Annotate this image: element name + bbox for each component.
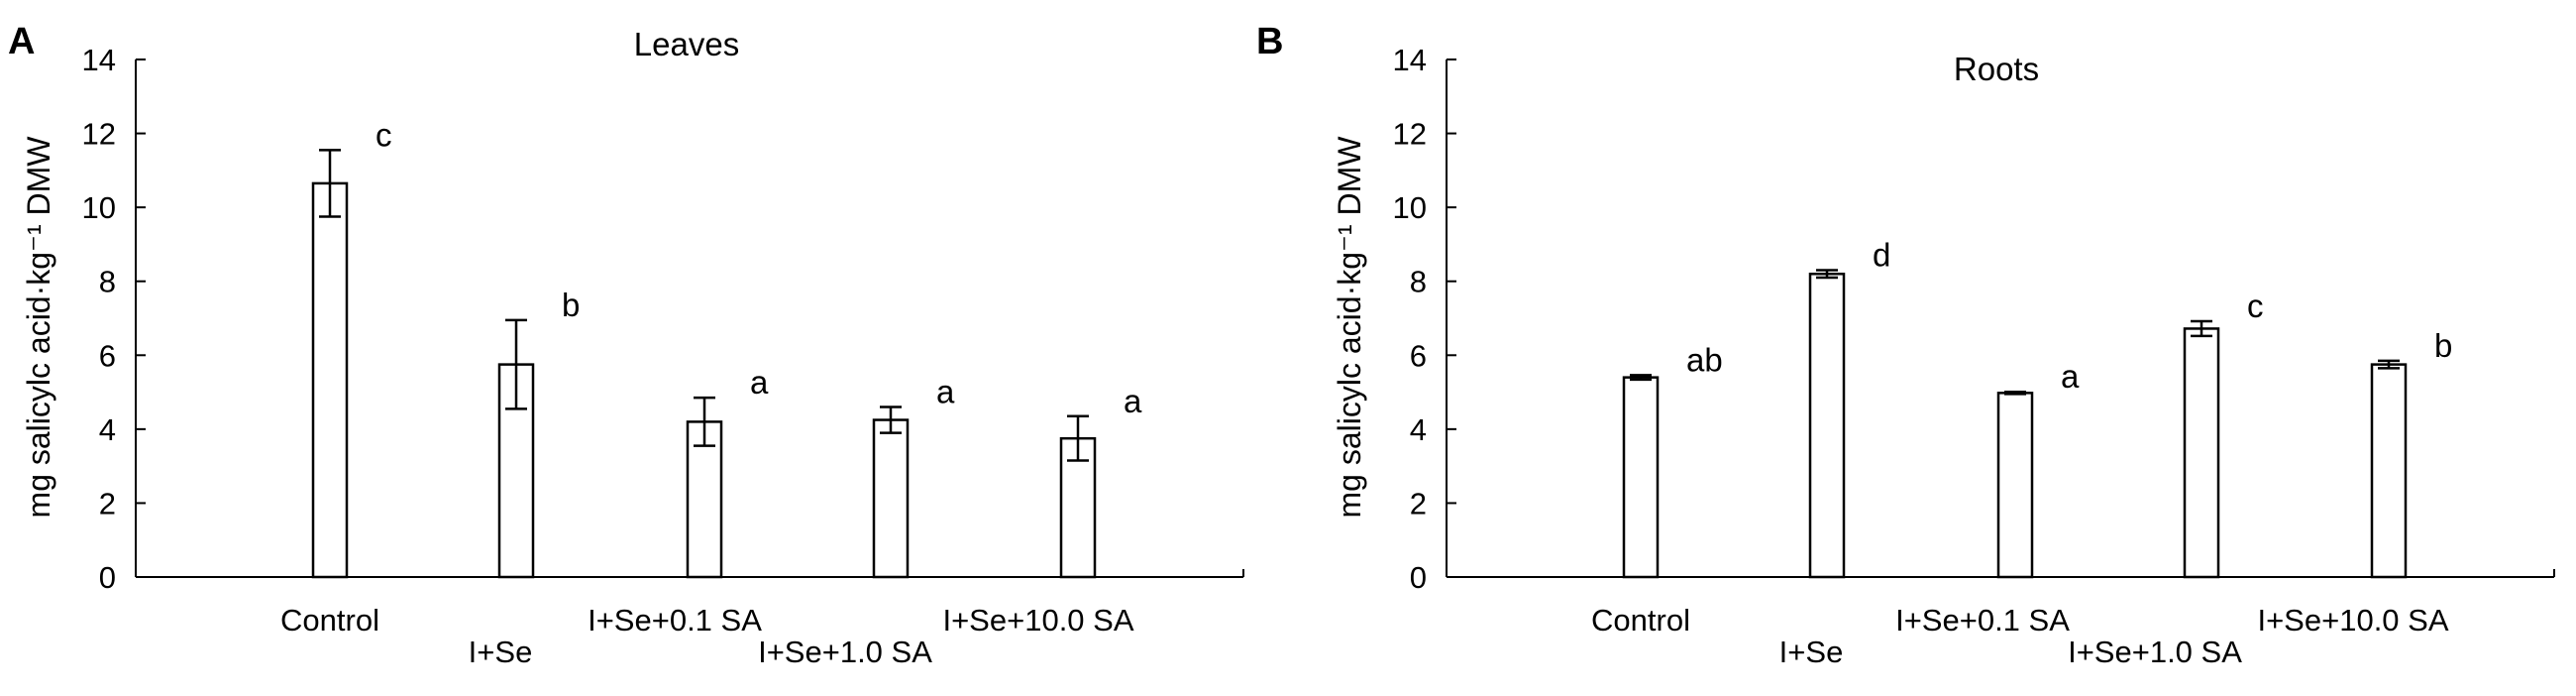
y-tick-label: 0 [99,560,116,595]
y-tick-label: 6 [1410,338,1427,373]
y-tick-label: 10 [82,190,116,225]
y-tick-label: 0 [1410,560,1427,595]
chart-title: Roots [1954,51,2039,87]
panel-letter: B [1256,21,1283,62]
bar [2183,327,2220,579]
category-label: Control [1591,603,1690,638]
bar [2370,363,2408,579]
panel-letter: A [8,21,35,62]
bar [1622,376,1660,579]
chart-panel-b: B Roots 0 2 4 6 8 10 12 14 mg salicylc acid·kg⁻¹ D… [1256,21,2555,669]
category-label: Control [280,603,379,638]
category-label: I+Se+10.0 SA [942,603,1133,638]
bar [1996,392,2034,579]
y-tick-label: 2 [1410,486,1427,521]
y-tick-label: 4 [1410,412,1427,447]
category-label: I+Se+1.0 SA [2068,635,2242,669]
y-tick-label: 6 [99,338,116,373]
y-tick-label: 14 [1393,43,1427,77]
significance-letter: a [936,373,955,409]
category-label: I+Se+0.1 SA [1895,603,2070,638]
significance-letter: d [1873,237,1890,274]
bar [1808,273,1846,579]
y-tick-label: 2 [99,486,116,521]
category-label: I+Se+1.0 SA [758,635,932,669]
y-tick-label: 4 [99,412,116,447]
category-label: I+Se [469,635,533,669]
y-axis-label: mg salicylc acid·kg⁻¹ DMW [21,136,56,519]
significance-letter: a [2061,358,2080,395]
significance-letter: b [562,287,580,323]
category-label: I+Se+10.0 SA [2257,603,2448,638]
category-label: I+Se+0.1 SA [588,603,762,638]
significance-letter: c [2247,288,2264,324]
bar [311,181,349,579]
significance-letter: c [376,116,392,153]
y-tick-label: 10 [1393,190,1427,225]
y-tick-label: 8 [99,265,116,299]
bar [497,363,535,579]
significance-letter: ab [1686,341,1723,378]
bar [872,418,910,579]
y-axis-label: mg salicylc acid·kg⁻¹ DMW [1332,136,1367,519]
y-tick-label: 12 [1393,117,1427,152]
significance-letter: b [2434,327,2452,364]
category-label: I+Se [1779,635,1844,669]
chart-panel-a: A Leaves 0 2 4 6 8 10 12 14 mg salicylc acid·kg⁻¹ … [8,21,1244,669]
y-tick-label: 8 [1410,265,1427,299]
significance-letter: a [1124,383,1142,419]
bar [686,420,723,579]
significance-letter: a [750,364,769,401]
y-tick-label: 14 [82,43,116,77]
chart-title: Leaves [634,26,739,62]
y-tick-label: 12 [82,117,116,152]
